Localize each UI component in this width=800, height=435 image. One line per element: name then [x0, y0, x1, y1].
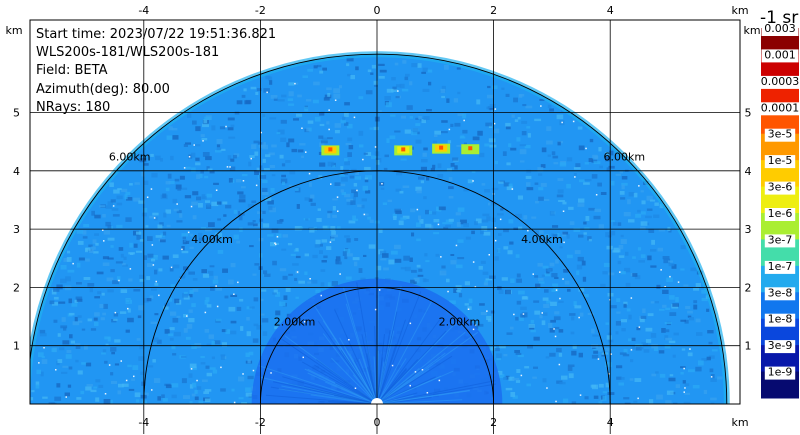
y-tick-left: 1 [13, 340, 20, 353]
range-ring-6 [30, 53, 728, 404]
colorbar-label-bg [764, 128, 796, 142]
colorbar-label-bg [764, 208, 796, 221]
x-tick-top: 4 [607, 4, 614, 17]
y-tick-left: 3 [13, 223, 20, 236]
instrument-text: WLS200s-181/WLS200s-181 [36, 45, 220, 61]
y-tick-right: 2 [745, 281, 752, 294]
colorbar-label-bg [761, 23, 799, 36]
colorbar-label-bg [764, 366, 796, 380]
y-tick-left: 2 [13, 281, 20, 294]
plot-area: 2.00km 2.00km 4.00km 4.00km 6.00km 6.00km [30, 20, 740, 404]
x-tick-top: 2 [490, 4, 497, 17]
colorbar-label: 3e-7 [768, 233, 793, 246]
colorbar-label: 0.0003 [761, 75, 800, 88]
colorbar-label-bg [764, 287, 796, 301]
colorbar-label-bg [758, 102, 800, 116]
info-box: Start time: 2023/07/22 19:51:36.821 WLS2… [36, 26, 276, 117]
radar-origin-marker [371, 398, 383, 404]
x-unit-top: km [731, 4, 748, 17]
ring-label-left-2: 2.00km [274, 316, 316, 329]
start-time-text: Start time: 2023/07/22 19:51:36.821 [36, 27, 277, 42]
ring-label-right-4: 4.00km [521, 233, 563, 246]
range-ring-4 [143, 170, 611, 404]
colorbar-label-bg [764, 181, 796, 195]
y-tick-left: 4 [13, 165, 20, 178]
nrays-text: NRays: 180 [36, 99, 111, 115]
colorbar-label: 3e-9 [768, 339, 793, 352]
colorbar-label-bg [764, 260, 796, 274]
colorbar-label-bg [764, 155, 796, 169]
hotspot-1 [321, 145, 340, 156]
colorbar-label: 0.003 [764, 22, 796, 35]
colorbar-label: 3e-5 [768, 128, 793, 141]
hotspot-4 [461, 144, 480, 155]
x-tick-bottom: -2 [255, 416, 266, 429]
ring-label-right-2: 2.00km [439, 316, 481, 329]
colorbar-label: 3e-6 [768, 181, 793, 194]
colorbar-label: 3e-8 [768, 286, 793, 299]
colorbar-label-bg [761, 49, 799, 63]
x-tick-top: -2 [255, 4, 266, 17]
colorbar-label-bg [764, 313, 796, 327]
colorbar-label: 1e-7 [768, 260, 793, 273]
plot-frame [29, 19, 741, 405]
colorbar-label: 1e-5 [768, 154, 793, 167]
azimuth-text: Azimuth(deg): 80.00 [36, 81, 170, 97]
colorbar-label-bg [764, 234, 796, 248]
hotspot-3 [432, 143, 451, 154]
colorbar-label-bg [764, 340, 796, 354]
colorbar-label: 1e-6 [768, 207, 793, 220]
hotspot-2 [394, 145, 413, 156]
x-tick-bottom: 0 [374, 416, 381, 429]
x-tick-bottom: -4 [138, 416, 149, 429]
y-unit-right: km [743, 24, 760, 37]
range-ring-2 [259, 287, 495, 404]
colorbar-label: 0.001 [764, 48, 796, 61]
x-tick-top: 0 [374, 4, 381, 17]
ring-label-right-6: 6.00km [604, 151, 646, 164]
x-unit-bottom: km [731, 416, 748, 429]
x-tick-bottom: 4 [607, 416, 614, 429]
x-tick-bottom: 2 [490, 416, 497, 429]
y-unit-left: km [5, 24, 22, 37]
x-tick-top: -4 [138, 4, 149, 17]
y-tick-right: 3 [745, 223, 752, 236]
axes: -4 -4 -2 -2 0 0 2 2 4 4 km km 1 1 2 2 3 3 4 4 5 5 km km [5, 4, 761, 434]
colorbar: 0.003 0.001 0.0003 0.0001 3e-5 1e-5 3e-6 1e-6 3e… [758, 22, 800, 399]
colorbar-label: 0.0001 [761, 101, 800, 114]
colorbar-unit-label: -1 sr [760, 8, 799, 28]
y-tick-right: 4 [745, 165, 752, 178]
y-tick-right: 1 [745, 340, 752, 353]
ring-label-left-6: 6.00km [109, 151, 151, 164]
y-tick-left: 5 [13, 107, 20, 120]
colorbar-label: 1e-9 [768, 366, 793, 379]
colorbar-label-bg [758, 75, 800, 89]
ring-label-left-4: 4.00km [191, 233, 233, 246]
y-tick-right: 5 [745, 107, 752, 120]
field-text: Field: BETA [36, 63, 108, 79]
colorbar-label: 1e-8 [768, 313, 793, 326]
